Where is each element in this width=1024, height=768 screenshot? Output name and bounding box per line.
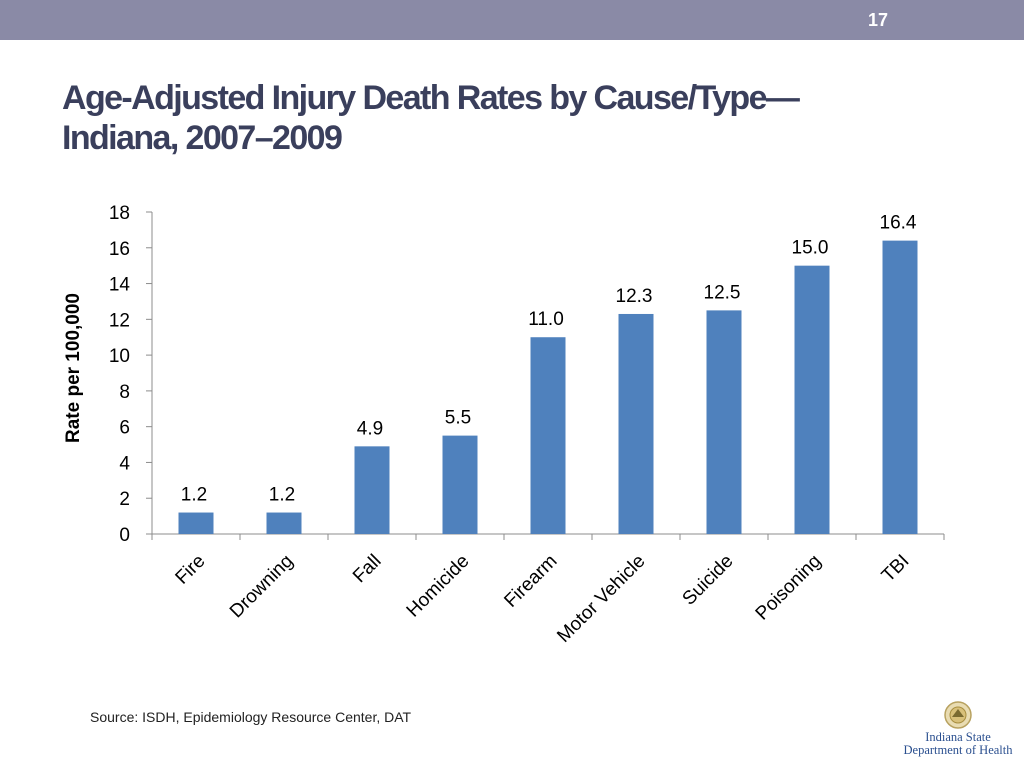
category-label: Firearm [500,551,561,612]
data-label: 5.5 [445,408,471,429]
bar-drowning [266,512,302,534]
data-label: 1.2 [269,485,295,506]
bar-poisoning [794,265,830,534]
data-label: 12.5 [704,282,741,303]
y-tick-label: 18 [109,203,130,224]
category-label: Poisoning [752,551,826,625]
bar-motor-vehicle [618,313,654,534]
bar-homicide [442,435,478,534]
bar-fire [178,512,214,534]
y-tick-label: 16 [109,239,130,260]
data-label: 11.0 [528,309,564,330]
state-seal-icon [944,701,972,729]
category-label: TBI [878,551,914,587]
y-tick-label: 14 [109,275,131,296]
data-label: 1.2 [181,485,207,506]
header-bar: 17 [0,0,1024,40]
y-tick-label: 12 [109,310,130,331]
slide-title-line-1: Age-Adjusted Injury Death Rates by Cause… [62,79,800,117]
logo-line-1: Indiana State [925,730,991,744]
category-label: Fire [172,551,210,589]
category-label: Homicide [403,551,474,622]
data-label: 16.4 [880,213,917,234]
data-label: 15.0 [792,238,829,259]
bar-chart: 0 2 4 6 8 10 12 14 16 18 1.2 Fire 1.2 Drowning 4.9 Fall… [63,203,945,647]
y-tick-label: 0 [119,525,130,546]
y-tick-label: 2 [119,489,130,510]
y-tick-label: 10 [109,346,130,367]
slide-title-line-2: Indiana, 2007–2009 [62,119,343,157]
data-label: 12.3 [616,286,653,307]
y-axis-title: Rate per 100,000 [63,293,84,443]
category-label: Motor Vehicle [553,551,649,647]
bar-fall [354,446,390,534]
category-label: Suicide [679,551,738,610]
category-label: Fall [349,551,386,588]
bar-firearm [530,337,566,534]
bar-suicide [706,310,742,534]
y-tick-label: 6 [119,418,130,439]
y-tick-label: 8 [119,382,130,403]
slide-title: Age-Adjusted Injury Death Rates by Cause… [62,78,962,158]
bar-tbi [882,240,918,534]
page-number: 17 [867,10,888,30]
source-note: Source: ISDH, Epidemiology Resource Cent… [90,709,412,725]
isdh-logo: Indiana State Department of Health [902,700,1014,760]
y-tick-label: 4 [119,453,130,474]
logo-line-2: Department of Health [903,743,1013,757]
category-label: Drowning [226,551,298,623]
data-label: 4.9 [357,418,383,439]
